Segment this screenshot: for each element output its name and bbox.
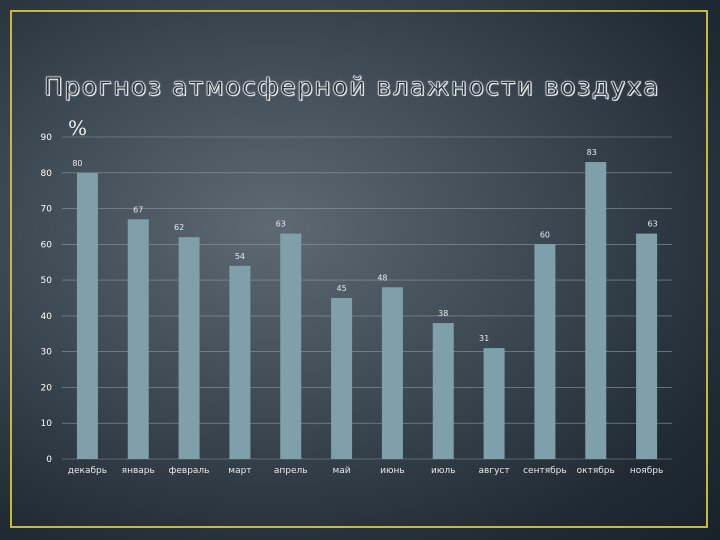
data-label: 38 — [438, 309, 448, 318]
data-label: 83 — [587, 148, 597, 157]
slide-frame — [10, 10, 708, 528]
data-labels: 80 67 62 54 63 45 48 38 31 60 83 63 — [72, 148, 657, 343]
y-tick-label: 50 — [41, 276, 53, 286]
y-tick-label: 30 — [41, 348, 53, 358]
x-tick-label: октябрь — [577, 466, 615, 476]
bar — [636, 233, 658, 459]
bar — [585, 162, 607, 460]
x-tick-label: январь — [122, 466, 155, 476]
data-label: 63 — [647, 220, 657, 229]
data-label: 80 — [72, 159, 82, 168]
y-tick-label: 80 — [41, 169, 53, 179]
bar — [432, 323, 454, 459]
bar — [127, 219, 149, 459]
y-tick-label: 60 — [41, 240, 53, 250]
y-tick-label: 40 — [41, 312, 53, 322]
x-tick-label: июль — [431, 466, 455, 476]
x-tick-label: март — [228, 466, 251, 476]
data-label: 31 — [479, 334, 489, 343]
bar — [178, 237, 200, 459]
bar — [331, 298, 353, 459]
bar — [534, 244, 556, 459]
bar — [483, 348, 505, 459]
data-label: 67 — [133, 205, 143, 214]
x-tick-label: февраль — [169, 466, 210, 476]
x-tick-label: декабрь — [68, 466, 107, 476]
data-label: 45 — [336, 284, 346, 293]
x-tick-label: ноябрь — [630, 466, 663, 476]
grid-layer — [62, 136, 672, 460]
x-axis: декабрь январь февраль март апрель май июнь июл… — [68, 466, 663, 476]
y-tick-label: 20 — [41, 383, 53, 393]
data-label: 62 — [174, 223, 184, 232]
data-label: 63 — [276, 220, 286, 229]
unit-label: % — [68, 116, 88, 140]
x-tick-label: сентябрь — [523, 466, 567, 476]
slide-title: Прогноз атмосферной влажности воздуха — [44, 72, 660, 102]
bar — [76, 172, 98, 459]
y-tick-label: 0 — [46, 455, 52, 465]
y-tick-label: 10 — [41, 419, 53, 429]
y-axis: 0 10 20 30 40 50 60 70 80 90 — [41, 133, 53, 465]
bars — [76, 162, 658, 460]
data-label: 48 — [377, 273, 387, 282]
bar — [229, 265, 251, 459]
x-tick-label: апрель — [274, 466, 308, 476]
y-tick-label: 90 — [41, 133, 53, 143]
data-label: 60 — [540, 230, 550, 239]
x-tick-label: август — [479, 466, 510, 476]
data-label: 54 — [235, 252, 245, 261]
x-tick-label: май — [333, 466, 351, 476]
y-tick-label: 70 — [41, 205, 53, 215]
bar — [381, 287, 403, 459]
bar — [280, 233, 302, 459]
x-tick-label: июнь — [380, 466, 405, 476]
